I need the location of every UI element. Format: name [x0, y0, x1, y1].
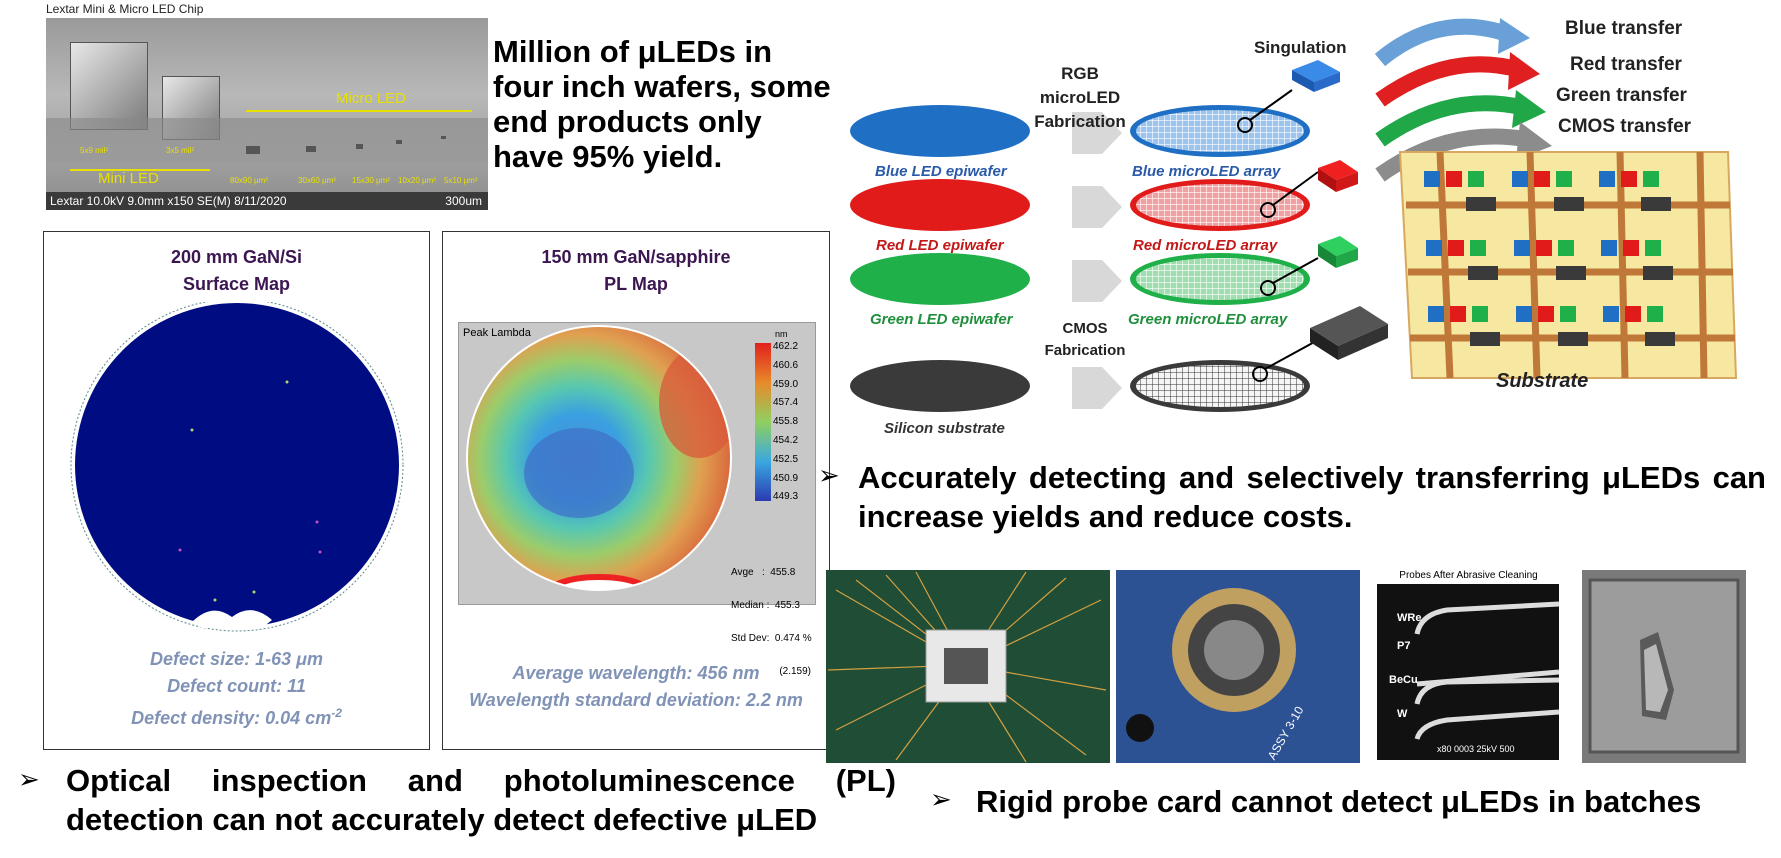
- green-transfer-label: Green transfer: [1556, 85, 1687, 106]
- gan-si-title-2: Surface Map: [182, 274, 291, 294]
- probe-label: BeCu: [1389, 674, 1418, 686]
- size-label: 5x10 μm²: [444, 176, 478, 185]
- probe-footer: x80 0003 25kV 500: [1437, 744, 1515, 754]
- scale-value: 455.8: [773, 416, 799, 428]
- blue-transfer-label: Blue transfer: [1565, 18, 1683, 39]
- sapphire-title-1: 150 mm GaN/sapphire: [541, 247, 731, 267]
- red-array-label: Red microLED array: [1133, 237, 1278, 254]
- substrate-label: Substrate: [1496, 370, 1589, 392]
- defect-density-sup: -2: [331, 706, 342, 720]
- bullet-arrow: ➢: [18, 764, 40, 794]
- bullet-arrow: ➢: [930, 784, 952, 814]
- scale-value: 454.2: [773, 434, 799, 446]
- pl-stat: Std Dev: 0.474 %: [731, 633, 812, 644]
- bullet-arrow: ➢: [818, 460, 840, 490]
- blue-wafer-label: Blue LED epiwafer: [875, 163, 1007, 180]
- sem-title: Lextar Mini & Micro LED Chip: [46, 2, 204, 16]
- pl-stat: Avge : 455.8: [731, 567, 796, 578]
- bullet-optical: Optical inspection and photoluminescence…: [66, 763, 896, 837]
- probes-title: Probes After Abrasive Cleaning: [1399, 570, 1538, 581]
- size-label: 3x5 mil²: [166, 146, 195, 155]
- defect-count: Defect count: 11: [167, 676, 306, 696]
- micro-led-label: Micro LED: [336, 90, 407, 107]
- sem-footer-right: 300um: [445, 194, 482, 208]
- scale-value: 452.5: [773, 453, 799, 465]
- sem-footer-left: Lextar 10.0kV 9.0mm x150 SE(M) 8/11/2020: [50, 194, 287, 208]
- probes-sem-photo: Probes After Abrasive Cleaning WRe P7 Be…: [1365, 570, 1572, 763]
- sapphire-title-2: PL Map: [604, 274, 668, 294]
- size-label: 5x9 mil²: [80, 146, 109, 155]
- mini-led-label: Mini LED: [98, 170, 159, 187]
- scale-value: 459.0: [773, 378, 799, 390]
- average-wavelength: Average wavelength: 456 nm: [512, 663, 760, 683]
- size-label: 10x20 μm²: [398, 176, 436, 185]
- scale-value: 450.9: [773, 472, 799, 484]
- defect-size: Defect size: 1-63 μm: [150, 649, 323, 669]
- gan-si-title-1: 200 mm GaN/Si: [170, 247, 303, 267]
- pl-map-label: Peak Lambda: [463, 327, 531, 339]
- probe-card-board-photo: ASSY 3-10: [1116, 570, 1360, 763]
- wavelength-stddev: Wavelength standard deviation: 2.2 nm: [469, 690, 803, 710]
- green-wafer-label: Green LED epiwafer: [870, 311, 1013, 328]
- scale-value: 457.4: [773, 397, 799, 409]
- cmos-transfer-label: CMOS transfer: [1558, 116, 1692, 137]
- pl-stat: (2.159): [779, 666, 811, 677]
- pl-stat: Median : 455.3: [731, 600, 800, 611]
- size-label: 80x90 μm²: [230, 176, 268, 185]
- blue-array-label: Blue microLED array: [1132, 163, 1281, 180]
- defect-density: Defect density: 0.04 cm-2: [44, 700, 429, 732]
- fab-label: RGB microLED Fabrication: [1034, 64, 1126, 131]
- gan-si-panel: 200 mm GaN/Si Surface Map Defect size: 1…: [43, 231, 430, 750]
- probe-label: WRe: [1397, 612, 1422, 624]
- cmos-fab-label: CMOS Fabrication: [1044, 320, 1126, 359]
- bullet-accurate: Accurately detecting and selectively tra…: [858, 460, 1766, 534]
- scale-value: 462.2: [773, 341, 799, 352]
- singulation-label: Singulation: [1254, 38, 1347, 57]
- probe-card-photo: [826, 570, 1110, 763]
- chip-photo: [1582, 570, 1746, 763]
- pl-unit: nm: [775, 329, 788, 339]
- probe-label: W: [1397, 708, 1408, 720]
- bullet-probe: Rigid probe card cannot detect μLEDs in …: [976, 784, 1702, 819]
- scale-value: 449.3: [773, 491, 799, 503]
- probe-label: P7: [1397, 640, 1411, 652]
- scale-value: 460.6: [773, 359, 799, 371]
- surface-map: [70, 302, 404, 632]
- million-text: Million of μLEDs in four inch wafers, so…: [493, 34, 831, 174]
- silicon-label: Silicon substrate: [884, 420, 1005, 437]
- defect-density-text: Defect density: 0.04 cm: [131, 708, 332, 728]
- red-wafer-label: Red LED epiwafer: [876, 237, 1004, 254]
- green-array-label: Green microLED array: [1128, 311, 1288, 328]
- red-transfer-label: Red transfer: [1570, 54, 1682, 75]
- sem-photo: Micro LED Mini LED 5x9 mil² 3x5 mil² 80x…: [46, 18, 488, 210]
- size-label: 30x60 μm²: [298, 176, 336, 185]
- pl-map: Peak Lambda: [458, 322, 816, 677]
- transfer-diagram: [850, 18, 1738, 412]
- gan-sapphire-panel: 150 mm GaN/sapphire PL Map Peak Lambda: [442, 231, 830, 750]
- size-label: 15x30 μm²: [352, 176, 390, 185]
